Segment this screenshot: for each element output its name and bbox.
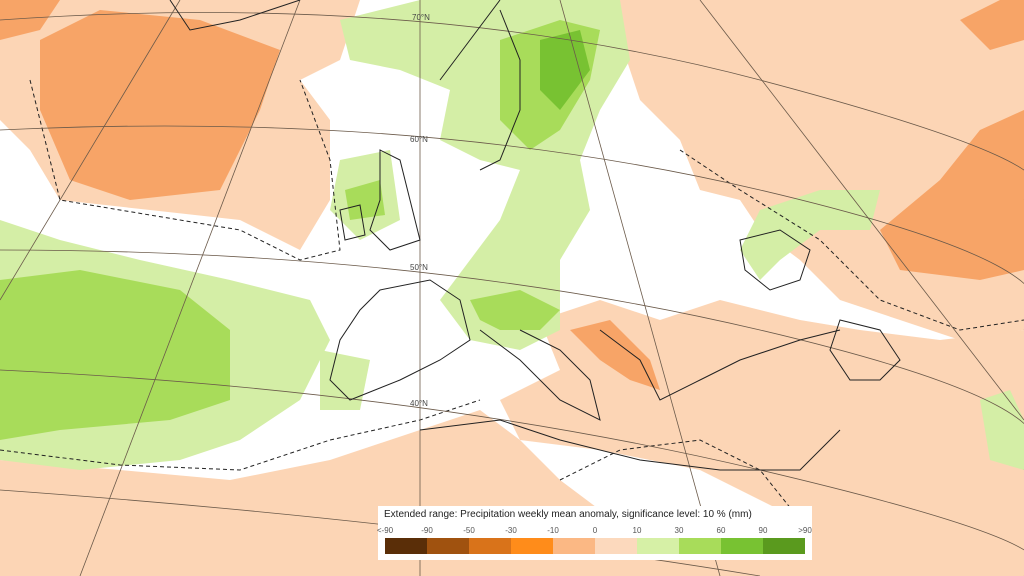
legend-title: Extended range: Precipitation weekly mea…	[384, 509, 752, 520]
legend-swatch	[385, 538, 427, 554]
legend-label: -30	[505, 526, 517, 535]
legend-label: 10	[633, 526, 642, 535]
legend-swatch	[595, 538, 637, 554]
legend-swatch	[721, 538, 763, 554]
coastlines	[169, 0, 901, 471]
legend-swatch	[637, 538, 679, 554]
legend-swatch	[553, 538, 595, 554]
legend-swatch	[679, 538, 721, 554]
legend: Extended range: Precipitation weekly mea…	[377, 506, 812, 560]
legend-swatch	[469, 538, 511, 554]
legend-swatch	[511, 538, 553, 554]
legend-label: 60	[717, 526, 726, 535]
latitude-label: 70°N	[412, 13, 430, 22]
dry-anomaly-strong	[0, 0, 1024, 390]
legend-label: >90	[798, 526, 812, 535]
latitude-label: 40°N	[410, 399, 428, 408]
legend-label: 90	[759, 526, 768, 535]
legend-label: -10	[547, 526, 559, 535]
legend-label: <-90	[377, 526, 394, 535]
significance-contours	[0, 79, 1024, 521]
latitude-label: 60°N	[410, 135, 428, 144]
legend-swatch	[763, 538, 805, 554]
latitude-label: 50°N	[410, 263, 428, 272]
legend-swatch	[427, 538, 469, 554]
legend-label: -90	[421, 526, 433, 535]
legend-label: 30	[675, 526, 684, 535]
legend-label: -50	[463, 526, 475, 535]
wet-anomaly-max	[540, 30, 590, 110]
legend-label: 0	[593, 526, 598, 535]
